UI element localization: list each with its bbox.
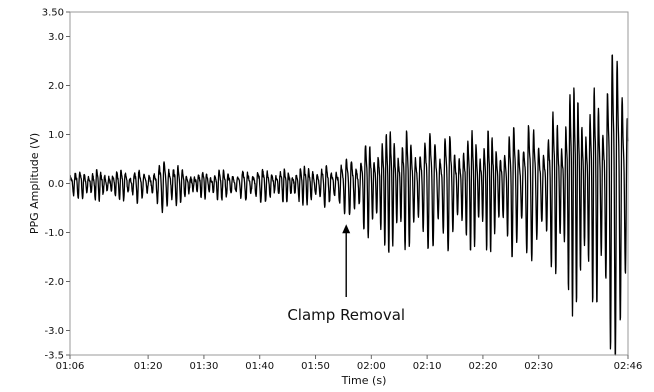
x-tick-label: 02:20: [469, 361, 498, 372]
y-axis-title: PPG Amplitude (V): [28, 133, 41, 234]
y-tick-label: -3.0: [44, 326, 64, 337]
y-tick-label: 0.0: [48, 179, 64, 190]
y-tick-label: 2.0: [48, 81, 64, 92]
x-tick-label: 01:50: [301, 361, 330, 372]
x-tick-label: 01:20: [134, 361, 163, 372]
x-tick-label: 01:40: [245, 361, 274, 372]
x-tick-label: 02:46: [614, 361, 643, 372]
y-tick-label: -2.0: [44, 277, 64, 288]
x-tick-label: 01:06: [56, 361, 85, 372]
y-tick-label: 1.0: [48, 130, 64, 141]
x-axis-title: Time (s): [341, 374, 387, 387]
y-tick-label: 3.50: [42, 8, 64, 19]
x-tick-label: 02:10: [413, 361, 442, 372]
y-tick-label: -3.5: [44, 351, 64, 362]
ppg-waveform-line: [69, 54, 629, 356]
y-tick-label: 3.0: [48, 32, 64, 43]
annotation-arrow-head: [342, 224, 351, 234]
x-tick-label: 02:30: [524, 361, 553, 372]
annotation-label: Clamp Removal: [287, 306, 405, 324]
y-tick-label: -1.0: [44, 228, 64, 239]
x-tick-label: 01:30: [190, 361, 219, 372]
x-tick-label: 02:00: [357, 361, 386, 372]
